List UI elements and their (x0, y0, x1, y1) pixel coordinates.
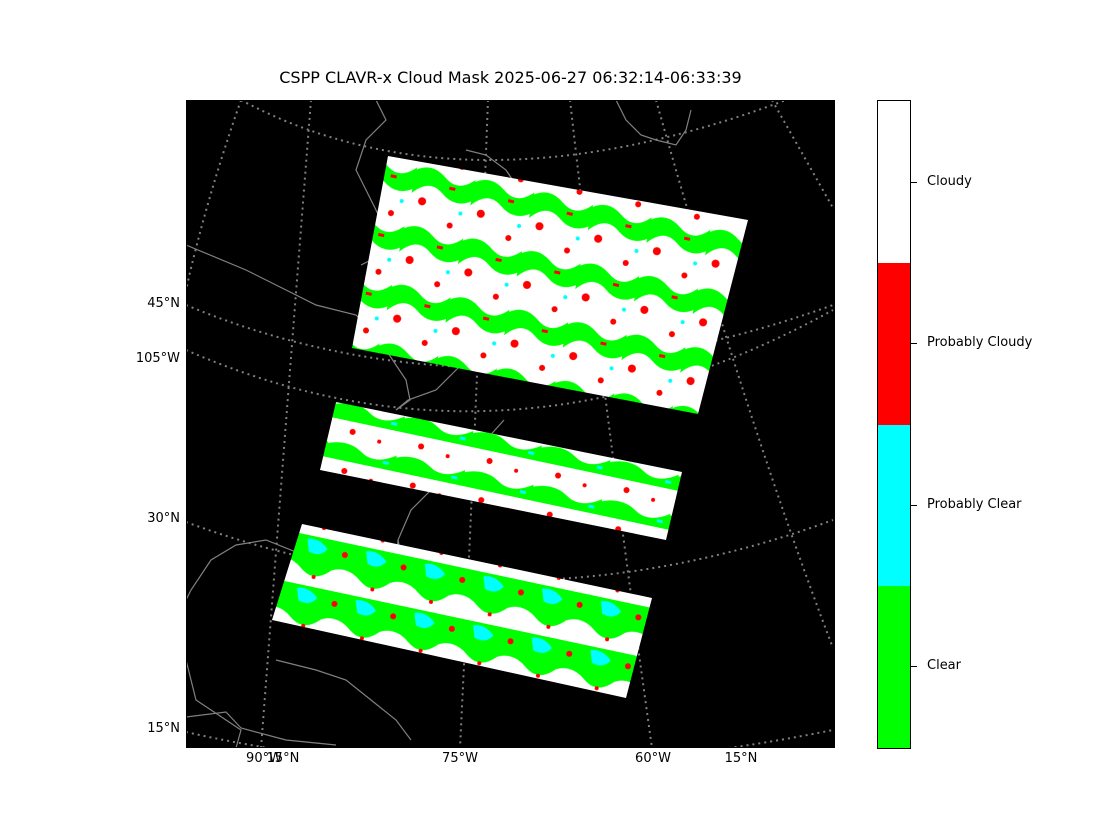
cloud-mask-swaths (272, 156, 748, 698)
map-panel (186, 100, 835, 748)
map-canvas (186, 100, 834, 748)
lat-label-105w: 105°W (135, 351, 180, 366)
swath-upper (352, 156, 748, 414)
colorbar-segment-probably-clear (878, 425, 910, 586)
lat-label-30n: 30°N (147, 511, 180, 526)
colorbar-tick (910, 505, 917, 506)
colorbar-segment-probably-cloudy (878, 263, 910, 425)
lat-label-45n: 45°N (147, 296, 180, 311)
colorbar-segment-cloudy (878, 101, 910, 263)
border-us-canada (186, 244, 362, 321)
coastline-hudson (465, 149, 517, 186)
coastline-central-america (186, 711, 337, 746)
meridian-line (655, 100, 834, 649)
swath-middle (320, 402, 682, 540)
coastline-cuba (275, 659, 412, 741)
colorbar-segment-clear (878, 586, 910, 748)
parallel-line (186, 729, 834, 748)
meridian-line (771, 100, 834, 209)
colorbar-label-clear: Clear (927, 658, 961, 673)
coastline-greenland (615, 100, 692, 146)
colorbar-label-cloudy: Cloudy (927, 174, 972, 189)
colorbar (877, 100, 911, 749)
chart-title: CSPP CLAVR-x Cloud Mask 2025-06-27 06:32… (279, 68, 742, 87)
coastline-yucatan (186, 659, 242, 748)
lon-label-75w: 75°W (442, 751, 478, 766)
parallel-line (186, 304, 834, 369)
parallel-line (240, 100, 787, 161)
lon-label-60w: 60°W (635, 751, 671, 766)
swath-lower (272, 524, 652, 698)
parallel-line (186, 309, 834, 413)
lat-label-15n: 15°N (147, 721, 180, 736)
lon-label-15n-right: 15°N (724, 751, 758, 766)
colorbar-label-probably-cloudy: Probably Cloudy (927, 335, 1033, 350)
colorbar-tick (910, 343, 917, 344)
parallel-line (186, 519, 834, 582)
colorbar-tick (910, 182, 917, 183)
meridian-line (186, 100, 242, 291)
colorbar-label-probably-clear: Probably Clear (927, 497, 1022, 512)
lon-label-15n-left: 15°N (266, 751, 300, 766)
colorbar-tick (910, 666, 917, 667)
meridian-line (260, 100, 312, 748)
lon-label-90w: 90°W (246, 751, 282, 766)
